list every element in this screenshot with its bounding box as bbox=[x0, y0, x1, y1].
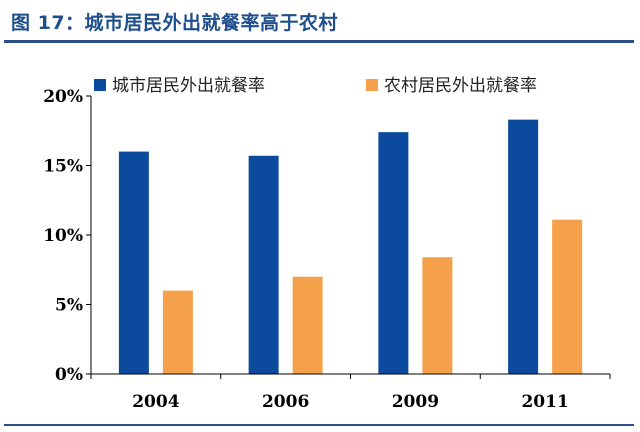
title-rule bbox=[4, 40, 634, 43]
chart-legend: 城市居民外出就餐率 农村居民外出就餐率 bbox=[94, 76, 537, 96]
x-tick-label: 2011 bbox=[521, 392, 568, 412]
bottom-rule bbox=[4, 424, 634, 426]
bar-rural-2004 bbox=[162, 290, 193, 374]
legend-label-urban: 城市居民外出就餐率 bbox=[112, 76, 265, 96]
bar-urban-2004 bbox=[118, 151, 149, 374]
x-tick-label: 2004 bbox=[132, 392, 179, 412]
figure-header: 图 17：城市居民外出就餐率高于农村 bbox=[0, 0, 640, 46]
y-tick-label: 10% bbox=[43, 226, 83, 246]
bar-urban-2011 bbox=[508, 119, 539, 374]
figure-title: 图 17：城市居民外出就餐率高于农村 bbox=[11, 12, 339, 34]
legend-swatch-rural bbox=[366, 79, 378, 91]
x-tick-label: 2006 bbox=[262, 392, 309, 412]
x-axis: 2004 2006 2009 2011 bbox=[90, 373, 611, 412]
y-tick-label: 15% bbox=[43, 157, 83, 177]
legend-swatch-urban bbox=[94, 79, 106, 91]
bar-urban-2006 bbox=[248, 155, 279, 374]
legend-label-rural: 农村居民外出就餐率 bbox=[384, 76, 537, 96]
bar-series bbox=[118, 119, 583, 374]
bar-rural-2009 bbox=[422, 257, 453, 374]
y-tick-label: 20% bbox=[43, 87, 83, 107]
x-tick-label: 2009 bbox=[392, 392, 439, 412]
bar-rural-2011 bbox=[552, 219, 583, 374]
y-tick-label: 0% bbox=[55, 365, 83, 385]
bar-chart: 城市居民外出就餐率 农村居民外出就餐率 0%5%10%15%20% 2004 200… bbox=[43, 76, 611, 412]
bar-urban-2009 bbox=[378, 132, 409, 374]
y-axis: 0% 5% 10% 15% 20% bbox=[43, 87, 92, 385]
bar-rural-2006 bbox=[292, 276, 323, 374]
y-tick-label: 5% bbox=[55, 296, 83, 316]
